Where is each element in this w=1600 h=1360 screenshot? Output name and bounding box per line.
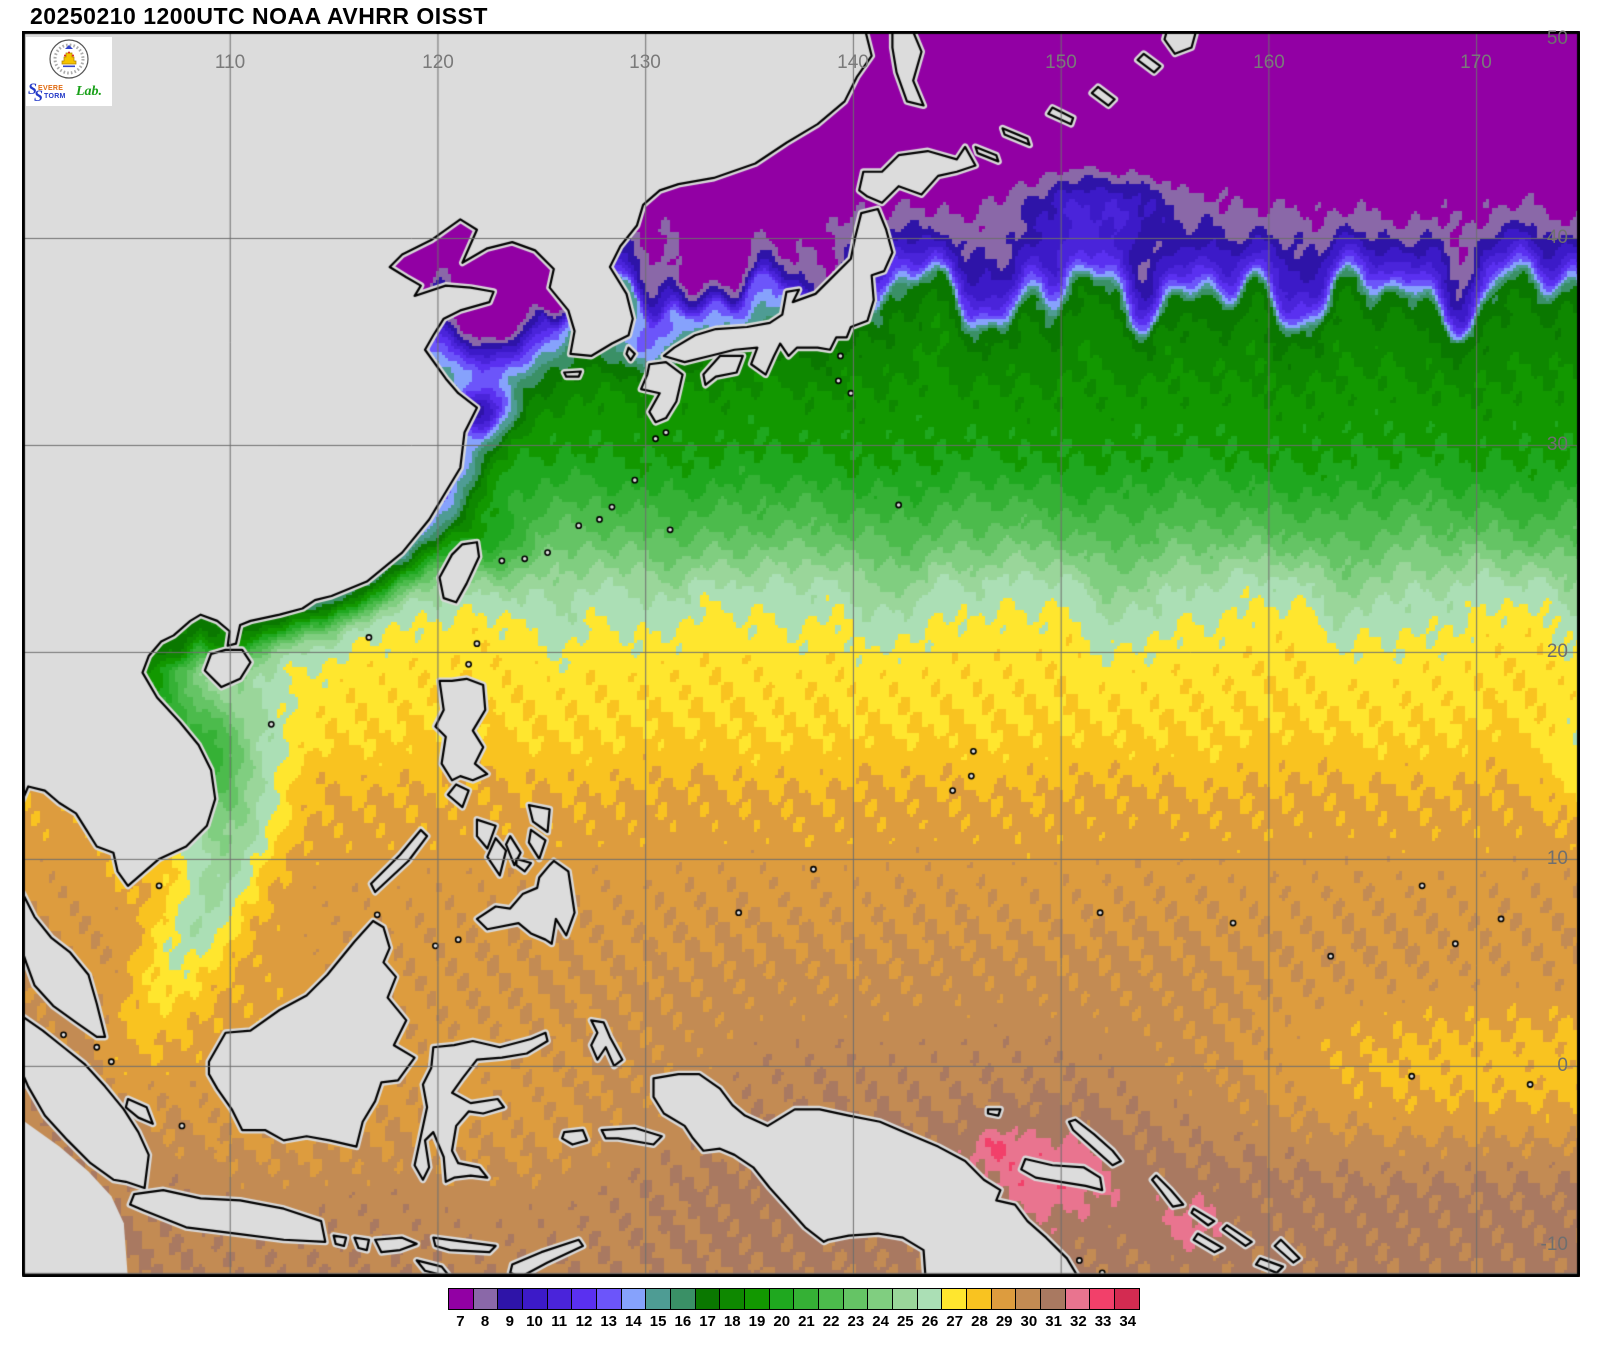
logo-letter-s1: S	[28, 81, 37, 98]
colorbar-value: 24	[872, 1313, 889, 1330]
colorbar-value: 31	[1045, 1313, 1062, 1330]
colorbar-value: 11	[551, 1313, 568, 1330]
colorbar-cell	[1015, 1288, 1042, 1310]
colorbar-cell	[620, 1288, 647, 1310]
colorbar-cell	[966, 1288, 992, 1310]
colorbar-value: 30	[1020, 1313, 1038, 1330]
colorbar-cell	[497, 1288, 524, 1310]
colorbar-value: 16	[674, 1313, 692, 1330]
colorbar-value: 29	[995, 1313, 1013, 1330]
colorbar-cell	[448, 1288, 474, 1310]
colorbar-cell	[571, 1288, 598, 1310]
colorbar-value: 28	[971, 1313, 988, 1330]
sst-map-canvas	[22, 31, 1580, 1277]
colorbar-value: 33	[1094, 1313, 1112, 1330]
colorbar-value: 26	[921, 1313, 939, 1330]
colorbar-value: 18	[723, 1313, 741, 1330]
colorbar-values: 7 8 9 10 11 12 13 14 15 16 17 18 19 20 21 22 23 24 25 26 27 2…	[448, 1313, 1140, 1330]
colorbar-cell	[719, 1288, 746, 1310]
colorbar-value: 14	[625, 1313, 642, 1330]
colorbar-cell	[818, 1288, 844, 1310]
colorbar-cell	[867, 1288, 894, 1310]
colorbar-cell	[916, 1288, 943, 1310]
logo-word-storm: TORM	[44, 93, 66, 100]
colorbar-value: 25	[896, 1313, 914, 1330]
colorbar-cell	[472, 1288, 499, 1310]
colorbar-cell	[892, 1288, 918, 1310]
colorbar-value: 20	[773, 1313, 791, 1330]
map-title: 20250210 1200UTC NOAA AVHRR OISST	[30, 3, 488, 29]
colorbar-value: 13	[600, 1313, 618, 1330]
colorbar-cell	[1114, 1288, 1140, 1310]
colorbar-value: 32	[1069, 1313, 1087, 1330]
colorbar-cell	[990, 1288, 1017, 1310]
colorbar-value: 21	[798, 1313, 815, 1330]
university-seal-icon	[49, 39, 89, 79]
colorbar-cell	[694, 1288, 721, 1310]
colorbar-cell	[1089, 1288, 1116, 1310]
colorbar-value: 19	[748, 1313, 766, 1330]
colorbar-cell	[941, 1288, 968, 1310]
colorbar-cell	[1064, 1288, 1091, 1310]
colorbar-cell	[670, 1288, 696, 1310]
colorbar-value: 27	[946, 1313, 964, 1330]
colorbar-cell	[596, 1288, 622, 1310]
logo-word-lab: Lab.	[76, 84, 103, 99]
colorbar-cell	[1040, 1288, 1066, 1310]
logo-word-severe: EVERE	[38, 85, 64, 92]
colorbar-value: 12	[575, 1313, 593, 1330]
colorbar-value: 8	[480, 1313, 490, 1330]
colorbar-cell	[744, 1288, 770, 1310]
colorbar-value: 22	[822, 1313, 840, 1330]
colorbar-cell	[522, 1288, 548, 1310]
colorbar	[448, 1288, 1140, 1310]
logo-letter-s2: S	[34, 88, 43, 105]
colorbar-cell	[793, 1288, 820, 1310]
colorbar-value: 34	[1119, 1313, 1137, 1330]
colorbar-cell	[768, 1288, 795, 1310]
colorbar-value: 23	[847, 1313, 865, 1330]
colorbar-value: 10	[526, 1313, 543, 1330]
colorbar-value: 15	[649, 1313, 667, 1330]
colorbar-value: 7	[456, 1313, 465, 1330]
logo-wordmark: S EVERE S TORM Lab.	[28, 81, 112, 105]
colorbar-value: 9	[505, 1313, 514, 1330]
severe-storm-lab-logo: S EVERE S TORM Lab.	[26, 37, 112, 106]
colorbar-cell	[546, 1288, 573, 1310]
colorbar-cell	[645, 1288, 672, 1310]
colorbar-value: 17	[699, 1313, 716, 1330]
colorbar-cell	[842, 1288, 869, 1310]
